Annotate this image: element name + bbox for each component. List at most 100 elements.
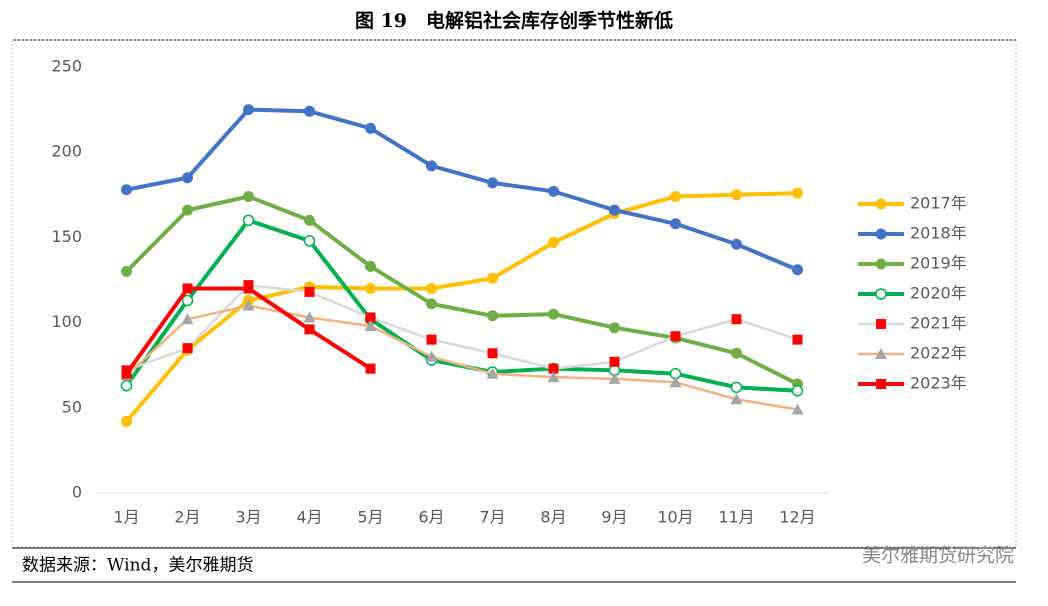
legend-label: 2020年 — [910, 284, 967, 303]
point — [426, 160, 437, 172]
x-tick-label: 5月 — [357, 508, 383, 527]
series-line — [125, 194, 799, 386]
point — [548, 363, 559, 374]
point — [487, 348, 498, 359]
point — [426, 298, 437, 310]
point — [365, 312, 376, 323]
y-tick-label: 250 — [51, 57, 82, 76]
point — [182, 204, 193, 216]
y-tick-label: 100 — [51, 312, 82, 331]
point — [304, 214, 315, 226]
y-tick-label: 50 — [62, 397, 82, 416]
point — [792, 264, 803, 276]
point — [487, 177, 498, 189]
series-line — [126, 283, 798, 372]
point — [609, 322, 620, 334]
point — [670, 191, 681, 203]
point — [791, 403, 804, 415]
point — [303, 311, 316, 323]
legend-marker — [875, 258, 887, 270]
x-tick-label: 12月 — [779, 508, 815, 527]
legend-label: 2019年 — [910, 254, 967, 273]
point — [487, 272, 498, 284]
point — [242, 214, 255, 227]
point — [426, 334, 437, 345]
legend-label: 2022年 — [910, 344, 967, 363]
x-tick-label: 11月 — [718, 508, 754, 527]
legend-marker — [876, 319, 886, 329]
point — [609, 356, 620, 367]
legend-label: 2018年 — [910, 224, 967, 243]
legend-label: 2023年 — [910, 374, 967, 393]
chart-title: 图 19 电解铝社会库存创季节性新低 — [355, 9, 673, 32]
point — [182, 343, 193, 354]
legend-marker — [875, 228, 887, 240]
series-line — [126, 107, 799, 272]
point — [243, 191, 254, 203]
x-tick-label: 9月 — [601, 508, 627, 527]
point — [487, 310, 498, 322]
watermark: 美尔雅期货研究院 — [862, 545, 1014, 567]
point — [548, 237, 559, 249]
point — [608, 372, 621, 384]
point — [548, 185, 559, 197]
point — [730, 393, 743, 405]
point — [242, 299, 255, 311]
point — [426, 283, 437, 295]
y-tick-label: 0 — [72, 483, 82, 502]
point — [425, 350, 438, 362]
point — [670, 218, 681, 230]
x-tick-label: 8月 — [540, 508, 566, 527]
x-tick-label: 6月 — [418, 508, 444, 527]
point — [730, 381, 743, 394]
point — [792, 334, 803, 345]
x-tick-label: 7月 — [479, 508, 505, 527]
legend-marker — [875, 198, 887, 210]
series-line — [125, 304, 798, 411]
point — [181, 313, 194, 325]
point — [304, 105, 315, 117]
legend-label: 2021年 — [910, 314, 967, 333]
x-tick-label: 4月 — [296, 508, 322, 527]
chart-frame — [11, 39, 1017, 548]
point — [670, 331, 681, 342]
point — [121, 415, 132, 427]
y-tick-label: 150 — [51, 227, 82, 246]
point — [486, 367, 499, 379]
point — [182, 283, 193, 294]
point — [791, 385, 804, 397]
point — [792, 187, 803, 199]
x-tick-label: 1月 — [113, 508, 139, 527]
point — [304, 324, 315, 335]
point — [121, 368, 132, 379]
point — [731, 189, 742, 201]
point — [731, 347, 742, 359]
point — [731, 238, 742, 250]
x-tick-label: 10月 — [657, 508, 693, 527]
point — [121, 265, 132, 277]
point — [243, 104, 254, 116]
point — [243, 283, 254, 294]
x-tick-label: 3月 — [235, 508, 261, 527]
legend-marker — [875, 348, 887, 359]
point — [181, 294, 194, 307]
point — [121, 184, 132, 196]
point — [548, 308, 559, 320]
y-tick-label: 200 — [51, 142, 82, 161]
x-tick-label: 2月 — [174, 508, 200, 527]
point — [365, 260, 376, 272]
point — [731, 314, 742, 325]
point — [365, 122, 376, 134]
point — [303, 235, 316, 247]
point — [120, 379, 133, 392]
point — [365, 363, 376, 374]
legend-label: 2017年 — [910, 194, 967, 213]
point — [304, 286, 315, 297]
point — [182, 172, 193, 184]
legend-marker — [875, 288, 887, 300]
point — [365, 283, 376, 295]
point — [547, 371, 560, 383]
point — [609, 204, 620, 216]
point — [364, 320, 377, 332]
